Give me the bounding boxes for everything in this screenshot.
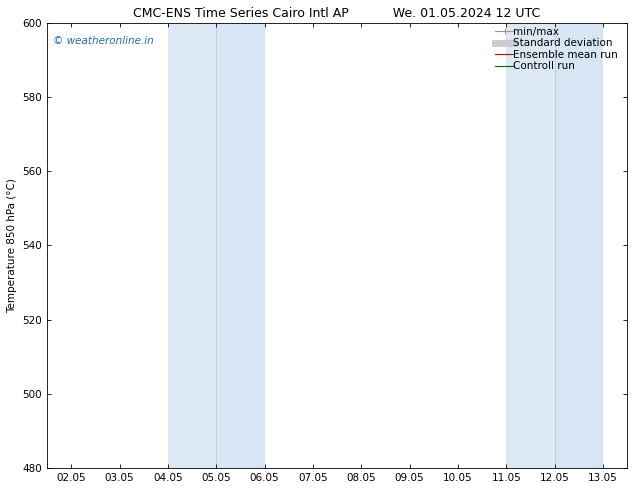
Bar	[216, 23, 264, 468]
Bar	[506, 23, 555, 468]
Bar	[168, 23, 216, 468]
Y-axis label: Temperature 850 hPa (°C): Temperature 850 hPa (°C)	[7, 178, 17, 313]
Bar	[555, 23, 603, 468]
Title: CMC-ENS Time Series Cairo Intl AP           We. 01.05.2024 12 UTC: CMC-ENS Time Series Cairo Intl AP We. 01…	[134, 7, 541, 20]
Legend: min/max, Standard deviation, Ensemble mean run, Controll run: min/max, Standard deviation, Ensemble me…	[493, 24, 625, 74]
Text: © weatheronline.in: © weatheronline.in	[53, 36, 153, 46]
